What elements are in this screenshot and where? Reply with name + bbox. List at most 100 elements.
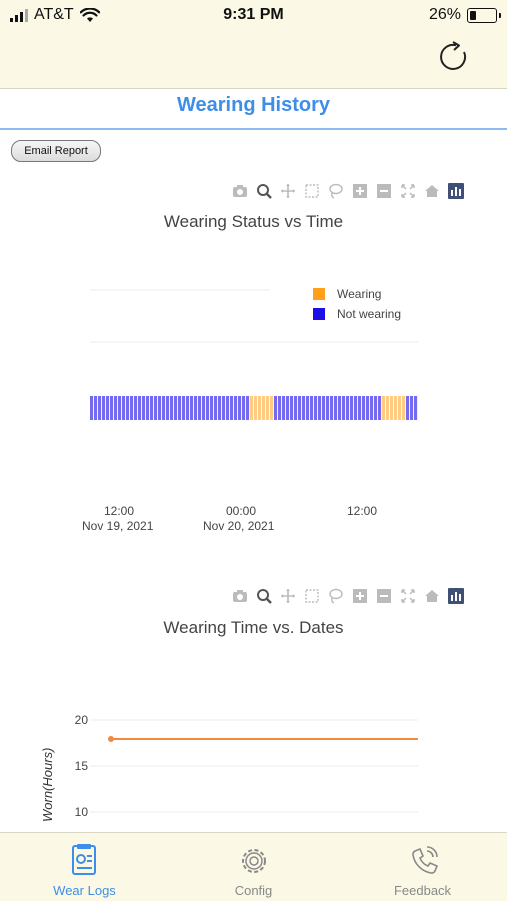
- not-wearing-bar[interactable]: [222, 396, 226, 420]
- not-wearing-bar[interactable]: [282, 396, 286, 420]
- not-wearing-bar[interactable]: [178, 396, 182, 420]
- not-wearing-bar[interactable]: [130, 396, 134, 420]
- not-wearing-bar[interactable]: [230, 396, 234, 420]
- camera-icon[interactable]: [232, 588, 248, 604]
- not-wearing-bar[interactable]: [322, 396, 326, 420]
- not-wearing-bar[interactable]: [226, 396, 230, 420]
- not-wearing-bar[interactable]: [102, 396, 106, 420]
- not-wearing-bar[interactable]: [198, 396, 202, 420]
- not-wearing-bar[interactable]: [286, 396, 290, 420]
- wearing-time-chart[interactable]: [0, 710, 507, 830]
- not-wearing-bar[interactable]: [206, 396, 210, 420]
- zoom-out-icon[interactable]: [376, 183, 392, 199]
- email-report-button[interactable]: Email Report: [11, 140, 101, 162]
- not-wearing-bar[interactable]: [118, 396, 122, 420]
- not-wearing-bar[interactable]: [410, 396, 414, 420]
- not-wearing-bar[interactable]: [106, 396, 110, 420]
- zoom-icon[interactable]: [256, 588, 272, 604]
- wearing-bar[interactable]: [254, 396, 258, 420]
- not-wearing-bar[interactable]: [358, 396, 362, 420]
- plotly-logo-icon[interactable]: [448, 588, 464, 604]
- not-wearing-bar[interactable]: [310, 396, 314, 420]
- lasso-icon[interactable]: [328, 588, 344, 604]
- not-wearing-bar[interactable]: [210, 396, 214, 420]
- not-wearing-bar[interactable]: [114, 396, 118, 420]
- box-select-icon[interactable]: [304, 588, 320, 604]
- not-wearing-bar[interactable]: [166, 396, 170, 420]
- wearing-bar[interactable]: [398, 396, 402, 420]
- autoscale-icon[interactable]: [400, 588, 416, 604]
- not-wearing-bar[interactable]: [274, 396, 278, 420]
- not-wearing-bar[interactable]: [370, 396, 374, 420]
- zoom-in-icon[interactable]: [352, 183, 368, 199]
- not-wearing-bar[interactable]: [134, 396, 138, 420]
- not-wearing-bar[interactable]: [190, 396, 194, 420]
- not-wearing-bar[interactable]: [330, 396, 334, 420]
- not-wearing-bar[interactable]: [186, 396, 190, 420]
- not-wearing-bar[interactable]: [298, 396, 302, 420]
- not-wearing-bar[interactable]: [378, 396, 382, 420]
- not-wearing-bar[interactable]: [350, 396, 354, 420]
- autoscale-icon[interactable]: [400, 183, 416, 199]
- not-wearing-bar[interactable]: [362, 396, 366, 420]
- legend-item-not-wearing[interactable]: Not wearing: [313, 304, 401, 324]
- not-wearing-bar[interactable]: [238, 396, 242, 420]
- not-wearing-bar[interactable]: [150, 396, 154, 420]
- not-wearing-bar[interactable]: [174, 396, 178, 420]
- wearing-bar[interactable]: [382, 396, 386, 420]
- zoom-icon[interactable]: [256, 183, 272, 199]
- not-wearing-bar[interactable]: [278, 396, 282, 420]
- not-wearing-bar[interactable]: [194, 396, 198, 420]
- wearing-bar[interactable]: [386, 396, 390, 420]
- not-wearing-bar[interactable]: [158, 396, 162, 420]
- box-select-icon[interactable]: [304, 183, 320, 199]
- not-wearing-bar[interactable]: [142, 396, 146, 420]
- home-icon[interactable]: [424, 588, 440, 604]
- wearing-bar[interactable]: [266, 396, 270, 420]
- not-wearing-bar[interactable]: [302, 396, 306, 420]
- pan-icon[interactable]: [280, 588, 296, 604]
- wearing-bar[interactable]: [258, 396, 262, 420]
- not-wearing-bar[interactable]: [414, 396, 418, 420]
- not-wearing-bar[interactable]: [290, 396, 294, 420]
- not-wearing-bar[interactable]: [202, 396, 206, 420]
- not-wearing-bar[interactable]: [326, 396, 330, 420]
- not-wearing-bar[interactable]: [138, 396, 142, 420]
- not-wearing-bar[interactable]: [234, 396, 238, 420]
- not-wearing-bar[interactable]: [110, 396, 114, 420]
- tab-feedback[interactable]: Feedback: [338, 833, 507, 901]
- not-wearing-bar[interactable]: [218, 396, 222, 420]
- not-wearing-bar[interactable]: [122, 396, 126, 420]
- not-wearing-bar[interactable]: [314, 396, 318, 420]
- tab-wear-logs[interactable]: Wear Logs: [0, 833, 169, 901]
- not-wearing-bar[interactable]: [342, 396, 346, 420]
- not-wearing-bar[interactable]: [170, 396, 174, 420]
- not-wearing-bar[interactable]: [294, 396, 298, 420]
- not-wearing-bar[interactable]: [306, 396, 310, 420]
- plotly-logo-icon[interactable]: [448, 183, 464, 199]
- wearing-bar[interactable]: [270, 396, 274, 420]
- not-wearing-bar[interactable]: [246, 396, 250, 420]
- not-wearing-bar[interactable]: [242, 396, 246, 420]
- lasso-icon[interactable]: [328, 183, 344, 199]
- home-icon[interactable]: [424, 183, 440, 199]
- not-wearing-bar[interactable]: [94, 396, 98, 420]
- wearing-bar[interactable]: [390, 396, 394, 420]
- wearing-status-chart[interactable]: [0, 280, 507, 420]
- not-wearing-bar[interactable]: [374, 396, 378, 420]
- not-wearing-bar[interactable]: [162, 396, 166, 420]
- not-wearing-bar[interactable]: [318, 396, 322, 420]
- not-wearing-bar[interactable]: [182, 396, 186, 420]
- not-wearing-bar[interactable]: [334, 396, 338, 420]
- not-wearing-bar[interactable]: [338, 396, 342, 420]
- not-wearing-bar[interactable]: [406, 396, 410, 420]
- not-wearing-bar[interactable]: [98, 396, 102, 420]
- wearing-bar[interactable]: [394, 396, 398, 420]
- legend-item-wearing[interactable]: Wearing: [313, 284, 401, 304]
- tab-config[interactable]: Config: [169, 833, 338, 901]
- not-wearing-bar[interactable]: [90, 396, 94, 420]
- camera-icon[interactable]: [232, 183, 248, 199]
- pan-icon[interactable]: [280, 183, 296, 199]
- not-wearing-bar[interactable]: [346, 396, 350, 420]
- not-wearing-bar[interactable]: [214, 396, 218, 420]
